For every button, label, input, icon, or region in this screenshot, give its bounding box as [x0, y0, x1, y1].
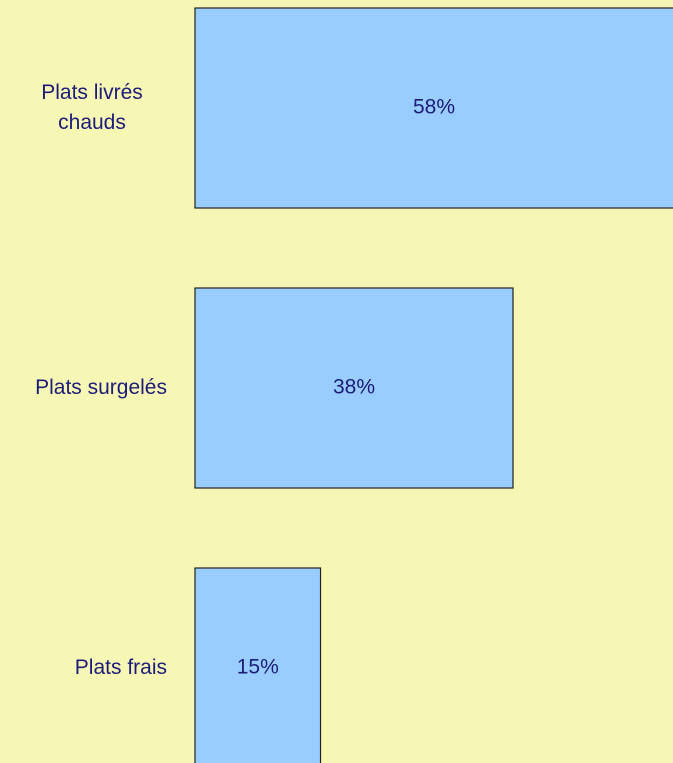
value-label: 58%	[413, 96, 455, 119]
bar	[194, 567, 322, 763]
bar	[194, 7, 673, 209]
value-label: 38%	[333, 376, 375, 399]
bar	[194, 287, 514, 489]
category-label: Plats surgelés	[35, 376, 167, 399]
category-label: Plats livrés chauds	[41, 81, 143, 134]
category-label: Plats frais	[74, 656, 167, 679]
value-label: 15%	[237, 656, 279, 679]
